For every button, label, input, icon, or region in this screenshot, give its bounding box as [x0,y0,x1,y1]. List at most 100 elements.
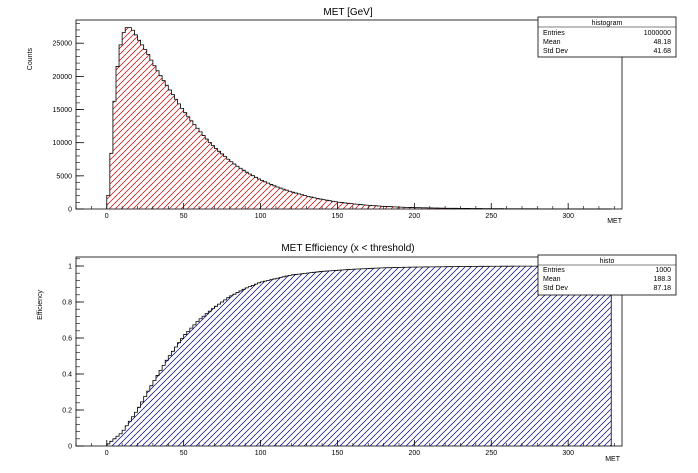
met-histogram-bin [398,207,403,209]
met-efficiency-bin [442,266,446,446]
met-efficiency-bin [309,272,314,446]
met-efficiency-title: MET Efficiency (x < threshold) [281,243,414,254]
met-efficiency-bin [159,370,163,446]
met-histogram-bin [352,203,357,209]
met-efficiency-bin [140,401,144,446]
met-histogram-bin [362,204,366,209]
x-tick-label: 0 [105,450,109,457]
met-efficiency-bin [405,267,409,446]
met-histogram-bin [288,191,292,209]
met-efficiency-bin [497,266,501,446]
met-histogram-bin [159,75,163,210]
met-efficiency-bin [608,266,612,446]
met-histogram-bin [122,32,126,209]
met-efficiency-bin [522,266,526,446]
x-tick-label: 300 [562,213,574,220]
met-efficiency-bin [186,331,191,446]
met-efficiency-bin [325,271,329,446]
met-histogram-bin [251,175,255,209]
met-efficiency-bin [528,266,532,446]
met-histogram-bin [226,159,231,209]
met-efficiency-bin [242,289,246,446]
met-histogram-bin [214,148,218,209]
met-histogram-bin [438,208,443,209]
met-histogram-bin [315,198,320,209]
met-histogram-bin [248,174,252,209]
x-tick-label: 250 [485,213,497,220]
met-efficiency-bin [583,266,587,446]
met-efficiency-bin [602,266,606,446]
met-histogram-bin [426,207,431,209]
met-efficiency-bars [106,265,612,446]
met-histogram-bin [365,205,369,209]
met-efficiency-bin [155,375,160,446]
met-efficiency-bin [512,266,517,446]
met-efficiency-bin [115,436,120,446]
met-efficiency-bin [525,266,529,446]
met-efficiency-bin [208,311,212,446]
met-efficiency-bin [377,268,381,446]
met-efficiency-bin [469,266,474,446]
stats-stddev-value: 41.68 [653,48,671,55]
met-efficiency-bin [571,266,575,446]
met-efficiency-bin [331,270,335,446]
met-efficiency-bin [383,267,387,446]
met-histogram-bin [171,94,175,209]
met-efficiency-panel: MET Efficiency (x < threshold) 0 50 100 150… [37,243,677,463]
met-efficiency-bin [414,267,418,446]
met-efficiency-bin [183,334,188,446]
met-efficiency-bin [251,285,255,446]
met-efficiency-bin [214,306,218,446]
met-histogram-bin [140,44,144,210]
met-histogram-bin [220,153,224,209]
met-efficiency-bin [254,284,258,446]
met-histogram-bin [303,195,308,209]
met-efficiency-bin [162,365,166,446]
met-efficiency-bin [438,266,443,446]
met-efficiency-bin [306,273,311,446]
met-histogram-bin [343,202,347,209]
met-efficiency-bin [500,266,504,446]
met-efficiency-bin [143,396,148,446]
met-efficiency-bin [543,266,547,446]
met-efficiency-bin [368,268,372,446]
met-efficiency-bin [574,266,578,446]
met-efficiency-bin [303,273,308,446]
met-efficiency-bin [220,302,224,446]
met-efficiency-ylabel: Efficiency [37,290,44,320]
met-histogram-bin [165,85,169,209]
met-efficiency-bin [485,266,489,446]
met-efficiency-bin [482,266,486,446]
met-histogram-bin [183,112,188,209]
met-efficiency-bin [149,385,154,446]
met-histogram-bin [137,40,141,210]
met-histogram-bin [368,205,372,209]
y-tick-label: 0.2 [62,408,72,415]
met-efficiency-bin [380,267,384,446]
met-histogram-bin [205,139,209,209]
stats-stddev-label: Std Dev [543,285,568,292]
met-efficiency-bin [398,267,403,446]
met-efficiency-bin [402,267,406,446]
met-efficiency-bin [426,266,431,446]
met-efficiency-bin [297,274,301,446]
met-efficiency-bin [448,266,452,446]
x-tick-label: 150 [332,450,344,457]
y-tick-label: 1 [68,264,72,271]
met-histogram-bin [232,164,237,209]
stats-box-title: histogram [592,20,623,27]
met-efficiency-bin [217,304,221,446]
met-efficiency-bin [334,270,338,446]
met-histogram-bin [417,207,421,209]
met-efficiency-bin [506,266,511,446]
met-efficiency-bin [112,438,117,446]
met-efficiency-bin [392,267,397,446]
met-histogram-bin [337,202,341,209]
met-histogram-bin [177,103,181,209]
met-histogram-xlabel: MET [607,218,623,225]
met-histogram-bin [414,207,418,209]
met-efficiency-bin [518,266,523,446]
stats-mean-label: Mean [543,39,561,46]
met-histogram-bin [309,197,314,209]
met-histogram-bin [383,206,387,209]
